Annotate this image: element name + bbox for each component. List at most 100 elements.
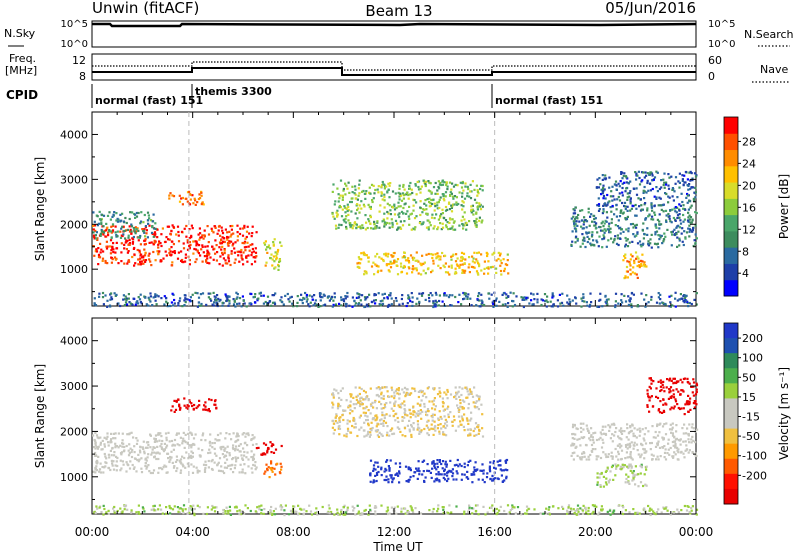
data-cell (670, 395, 673, 398)
data-cell (253, 464, 256, 467)
data-cell (338, 223, 341, 226)
data-cell (649, 189, 652, 192)
data-cell (199, 254, 202, 257)
data-cell (193, 514, 196, 517)
data-cell (223, 252, 226, 255)
data-cell (449, 459, 452, 462)
data-cell (476, 272, 479, 275)
data-cell (656, 190, 659, 193)
data-cell (333, 292, 336, 295)
data-cell (690, 438, 693, 441)
data-cell (401, 419, 404, 422)
data-cell (166, 452, 170, 455)
data-cell (346, 506, 349, 509)
data-cell (279, 505, 282, 508)
data-cell (403, 408, 406, 411)
data-cell (95, 250, 99, 253)
data-cell (467, 407, 470, 410)
data-cell (126, 262, 129, 265)
data-cell (617, 182, 620, 185)
data-cell (250, 263, 253, 266)
data-cell (660, 381, 663, 384)
data-cell (611, 440, 614, 443)
data-cell (614, 305, 617, 309)
data-cell (184, 441, 187, 444)
data-cell (243, 454, 246, 457)
data-cell (393, 391, 396, 394)
data-cell (300, 508, 303, 511)
data-cell (319, 299, 322, 302)
data-cell (347, 206, 350, 209)
data-cell (420, 399, 423, 402)
data-cell (213, 510, 217, 513)
data-cell (92, 245, 95, 248)
data-cell (447, 477, 450, 480)
data-cell (672, 382, 675, 385)
data-cell (573, 222, 576, 225)
data-cell (191, 471, 195, 474)
data-cell (145, 459, 148, 462)
data-cell (599, 229, 603, 232)
data-cell (344, 211, 347, 214)
data-cell (210, 460, 213, 463)
data-cell (453, 396, 456, 399)
data-cell (408, 296, 411, 299)
data-cell (399, 403, 402, 406)
data-cell (473, 405, 476, 408)
data-cell (308, 294, 311, 297)
data-cell (98, 470, 101, 473)
data-cell (254, 251, 258, 254)
data-cell (567, 510, 570, 514)
data-cell (434, 181, 437, 185)
data-cell (601, 246, 604, 249)
data-cell (468, 388, 471, 391)
data-cell (666, 452, 669, 455)
data-cell (590, 443, 594, 447)
data-cell (173, 399, 176, 402)
freq-label-line1: Freq. (9, 52, 36, 65)
data-cell (366, 415, 369, 418)
data-cell (651, 174, 654, 177)
data-cell (681, 200, 684, 204)
data-cell (645, 265, 648, 268)
data-cell (458, 408, 461, 411)
data-cell (151, 304, 154, 307)
data-cell (492, 305, 495, 308)
data-cell (634, 483, 637, 486)
data-cell (506, 305, 509, 308)
data-cell (567, 506, 570, 509)
data-cell (658, 446, 662, 449)
data-cell (125, 444, 128, 448)
data-cell (338, 513, 342, 516)
data-cell (105, 438, 108, 441)
data-cell (380, 468, 383, 471)
data-cell (581, 227, 584, 230)
data-cell (415, 302, 418, 305)
data-cell (193, 197, 196, 200)
data-cell (432, 460, 435, 463)
data-cell (201, 244, 204, 247)
data-cell (640, 453, 643, 456)
data-cell (390, 254, 393, 257)
data-cell (178, 511, 182, 514)
data-cell (222, 445, 225, 448)
data-cell (433, 225, 436, 228)
data-cell (560, 301, 564, 304)
data-cell (95, 237, 98, 240)
data-cell (406, 210, 409, 213)
data-cell (644, 427, 647, 430)
data-cell (658, 220, 661, 223)
data-cell (150, 453, 153, 456)
data-cell (315, 303, 318, 306)
data-cell (684, 237, 687, 240)
data-cell (460, 259, 463, 262)
data-cell (393, 213, 397, 216)
data-cell (643, 473, 646, 476)
data-cell (462, 291, 465, 295)
data-cell (382, 219, 386, 222)
data-cell (668, 217, 671, 220)
data-cell (584, 507, 587, 510)
data-cell (352, 416, 355, 420)
data-cell (337, 226, 340, 229)
data-cell (216, 232, 219, 235)
